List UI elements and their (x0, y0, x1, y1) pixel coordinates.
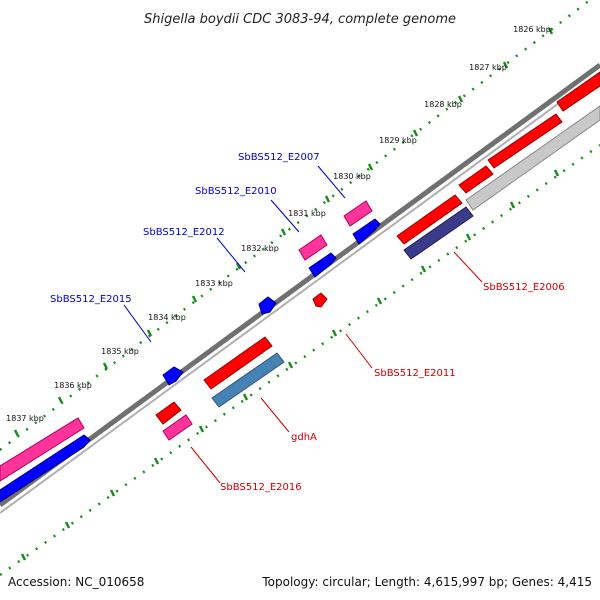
gene-label-gdha[interactable]: gdhA (291, 432, 317, 443)
blue-cds-arrow[interactable] (308, 252, 337, 278)
backbone-inner (0, 72, 600, 514)
scale-label: 1828 kbp (424, 100, 462, 109)
scale-label: 1827 kbp (469, 63, 507, 72)
gene-label-e2012[interactable]: SbBS512_E2012 (143, 227, 225, 238)
scale-label: 1829 kbp (379, 136, 417, 145)
steel-feature-bar[interactable] (211, 352, 285, 408)
pink-feature-bar[interactable] (0, 417, 85, 482)
gene-label-e2011[interactable]: SbBS512_E2011 (374, 368, 456, 379)
blue-cds-arrow[interactable] (258, 296, 277, 315)
red-cds-arrow[interactable] (396, 194, 463, 245)
scale-label: 1832 kbp (241, 244, 279, 253)
backbone-outer (0, 62, 600, 508)
scale-label: 1830 kbp (333, 172, 371, 181)
blue-cds-arrow[interactable] (352, 218, 381, 245)
pink-feature-block[interactable] (298, 234, 328, 261)
blue-cds-arrow[interactable] (0, 434, 91, 503)
gray-feature-bar[interactable] (465, 105, 600, 211)
gene-label-e2007[interactable]: SbBS512_E2007 (238, 152, 320, 163)
red-cds-arrow[interactable] (487, 113, 563, 169)
scale-label: 1834 kbp (148, 313, 186, 322)
red-cds-arrow[interactable] (155, 401, 182, 425)
gene-label-e2016[interactable]: SbBS512_E2016 (220, 482, 302, 493)
genome-summary-text: Topology: circular; Length: 4,615,997 bp… (261, 575, 592, 589)
scale-label: 1833 kbp (195, 279, 233, 288)
red-cds-arrow[interactable] (458, 165, 494, 194)
accession-text: Accession: NC_010658 (8, 575, 144, 589)
gene-label-e2010[interactable]: SbBS512_E2010 (195, 186, 277, 197)
pink-feature-block[interactable] (343, 200, 373, 227)
blue-cds-arrow[interactable] (162, 366, 184, 386)
gdha-cds-arrow[interactable] (203, 336, 273, 390)
red-cds-arrow[interactable] (556, 71, 600, 112)
red-cds-arrow[interactable] (312, 292, 328, 308)
map-title: Shigella boydii CDC 3083-94, complete ge… (144, 12, 456, 27)
scale-label: 1831 kbp (288, 209, 326, 218)
scale-label: 1835 kbp (101, 347, 139, 356)
pink-feature-block[interactable] (162, 414, 193, 441)
scale-label: 1826 kbp (513, 25, 551, 34)
outer-major-ticks (13, 27, 554, 437)
inner-major-ticks (20, 169, 560, 561)
scale-label: 1836 kbp (54, 381, 92, 390)
callout-lines (123, 165, 483, 484)
scale-label: 1837 kbp (6, 414, 44, 423)
gene-label-e2015[interactable]: SbBS512_E2015 (50, 294, 132, 305)
navy-feature-bar[interactable] (403, 206, 474, 260)
gene-label-e2006[interactable]: SbBS512_E2006 (483, 282, 565, 293)
